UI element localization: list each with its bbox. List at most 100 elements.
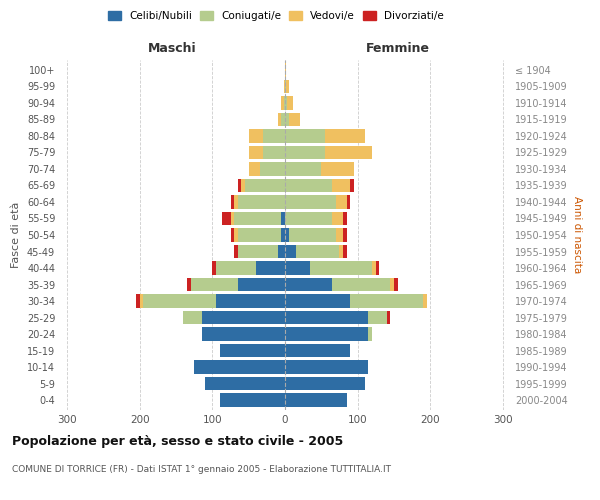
Y-axis label: Anni di nascita: Anni di nascita: [572, 196, 581, 274]
Bar: [286, 80, 289, 93]
Bar: [249, 162, 260, 175]
Bar: [285, 394, 347, 406]
Bar: [285, 64, 286, 76]
Bar: [336, 196, 347, 208]
Bar: [238, 245, 278, 258]
Bar: [285, 130, 325, 142]
Bar: [285, 328, 368, 340]
Y-axis label: Fasce di età: Fasce di età: [11, 202, 21, 268]
Bar: [284, 96, 285, 110]
Bar: [249, 130, 263, 142]
Bar: [340, 245, 343, 258]
Bar: [285, 311, 368, 324]
Bar: [220, 344, 285, 357]
Bar: [285, 360, 368, 374]
Bar: [332, 179, 350, 192]
Bar: [263, 146, 285, 159]
Bar: [423, 294, 427, 308]
Bar: [230, 196, 234, 208]
Bar: [285, 294, 350, 308]
Bar: [212, 262, 216, 274]
Bar: [281, 96, 284, 110]
Bar: [285, 162, 321, 175]
Bar: [194, 360, 285, 374]
Bar: [263, 130, 285, 142]
Bar: [184, 311, 202, 324]
Bar: [285, 278, 332, 291]
Bar: [285, 80, 286, 93]
Bar: [350, 179, 354, 192]
Bar: [336, 228, 343, 241]
Text: Maschi: Maschi: [148, 42, 197, 55]
Bar: [285, 245, 296, 258]
Bar: [205, 377, 285, 390]
Bar: [343, 228, 347, 241]
Bar: [310, 262, 372, 274]
Bar: [285, 146, 325, 159]
Text: Femmine: Femmine: [365, 42, 430, 55]
Bar: [285, 196, 336, 208]
Bar: [281, 113, 285, 126]
Bar: [238, 196, 285, 208]
Bar: [202, 311, 285, 324]
Bar: [260, 162, 285, 175]
Bar: [343, 212, 347, 225]
Bar: [238, 179, 241, 192]
Bar: [216, 262, 256, 274]
Bar: [394, 278, 398, 291]
Bar: [281, 212, 285, 225]
Bar: [321, 162, 354, 175]
Bar: [281, 228, 285, 241]
Bar: [256, 262, 285, 274]
Bar: [289, 113, 299, 126]
Text: COMUNE DI TORRICE (FR) - Dati ISTAT 1° gennaio 2005 - Elaborazione TUTTITALIA.IT: COMUNE DI TORRICE (FR) - Dati ISTAT 1° g…: [12, 465, 391, 474]
Bar: [191, 278, 238, 291]
Bar: [332, 278, 390, 291]
Bar: [143, 294, 216, 308]
Bar: [285, 377, 365, 390]
Bar: [285, 113, 289, 126]
Bar: [350, 294, 423, 308]
Bar: [289, 228, 336, 241]
Bar: [140, 294, 143, 308]
Bar: [230, 212, 234, 225]
Bar: [202, 328, 285, 340]
Bar: [343, 245, 347, 258]
Bar: [187, 278, 191, 291]
Bar: [234, 212, 281, 225]
Bar: [285, 344, 350, 357]
Bar: [238, 228, 281, 241]
Bar: [376, 262, 379, 274]
Bar: [285, 179, 332, 192]
Bar: [332, 212, 343, 225]
Bar: [220, 394, 285, 406]
Bar: [216, 294, 285, 308]
Bar: [136, 294, 140, 308]
Bar: [238, 278, 285, 291]
Bar: [234, 245, 238, 258]
Bar: [285, 212, 332, 225]
Bar: [234, 228, 238, 241]
Bar: [230, 228, 234, 241]
Bar: [368, 328, 372, 340]
Bar: [386, 311, 390, 324]
Bar: [368, 311, 386, 324]
Bar: [325, 130, 365, 142]
Bar: [222, 212, 230, 225]
Bar: [325, 146, 372, 159]
Bar: [372, 262, 376, 274]
Bar: [245, 179, 285, 192]
Bar: [296, 245, 340, 258]
Bar: [234, 196, 238, 208]
Bar: [347, 196, 350, 208]
Bar: [285, 228, 289, 241]
Bar: [249, 146, 263, 159]
Bar: [278, 113, 281, 126]
Text: Popolazione per età, sesso e stato civile - 2005: Popolazione per età, sesso e stato civil…: [12, 435, 343, 448]
Bar: [241, 179, 245, 192]
Legend: Celibi/Nubili, Coniugati/e, Vedovi/e, Divorziati/e: Celibi/Nubili, Coniugati/e, Vedovi/e, Di…: [105, 8, 447, 24]
Bar: [284, 80, 285, 93]
Bar: [287, 96, 293, 110]
Bar: [278, 245, 285, 258]
Bar: [390, 278, 394, 291]
